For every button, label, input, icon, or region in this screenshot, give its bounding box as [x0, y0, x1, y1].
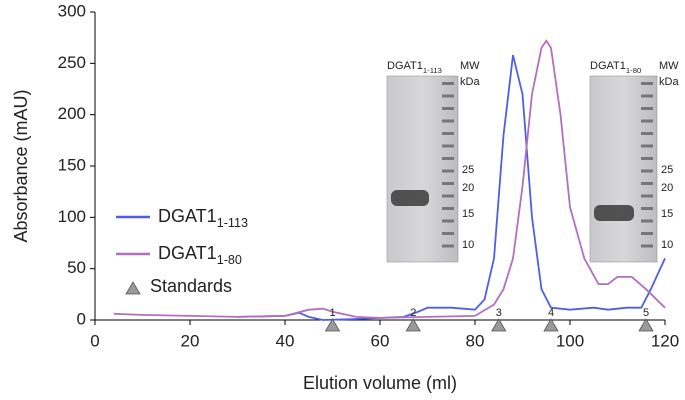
- marker-label: 15: [661, 208, 673, 220]
- legend-label-base: DGAT1: [158, 243, 217, 263]
- x-tick-label: 40: [276, 331, 295, 350]
- inset-title-base: DGAT1: [387, 60, 423, 72]
- ladder-band: [641, 119, 653, 123]
- marker-label: 20: [661, 182, 673, 194]
- standard-label: 4: [548, 307, 554, 319]
- standard-marker: [405, 318, 421, 332]
- standard-marker: [491, 318, 507, 332]
- ladder-band: [442, 119, 454, 123]
- standard-label: 2: [410, 307, 416, 319]
- y-tick-label: 50: [67, 258, 86, 277]
- x-tick-label: 120: [651, 331, 679, 350]
- x-tick-label: 100: [556, 331, 584, 350]
- ladder-band: [641, 194, 653, 198]
- marker-label: 20: [462, 182, 474, 194]
- ladder-band: [442, 232, 454, 235]
- ladder-band: [641, 82, 653, 85]
- inset-unit: kDa: [460, 76, 480, 88]
- marker-label: 25: [661, 164, 673, 176]
- x-tick-label: 20: [181, 331, 200, 350]
- standard-marker: [543, 318, 559, 332]
- ladder-band: [442, 219, 454, 223]
- ladder-band: [442, 82, 454, 85]
- standard-label: 5: [643, 307, 649, 319]
- ladder-band: [641, 157, 653, 160]
- ladder-band: [442, 207, 454, 210]
- ladder-band: [641, 169, 653, 173]
- legend-label-base: DGAT1: [158, 206, 217, 226]
- protein-band: [391, 190, 429, 206]
- y-tick-label: 200: [58, 104, 86, 123]
- legend-marker: [125, 281, 141, 295]
- series-line: [237, 54, 666, 321]
- x-tick-label: 0: [90, 331, 99, 350]
- x-tick-label: 60: [371, 331, 390, 350]
- x-axis-label: Elution volume (ml): [303, 373, 457, 393]
- ladder-band: [442, 244, 454, 248]
- ladder-band: [641, 232, 653, 235]
- ladder-band: [641, 182, 653, 185]
- series-line: [113, 39, 666, 319]
- ladder-band: [641, 219, 653, 223]
- legend-label: DGAT11-80: [158, 243, 242, 268]
- protein-band: [594, 205, 634, 221]
- ladder-band: [641, 144, 653, 148]
- legend-label-sub: 1-113: [217, 216, 248, 230]
- marker-label: 10: [462, 239, 474, 251]
- legend-label: DGAT11-113: [158, 206, 248, 231]
- inset-title: DGAT11-80: [590, 60, 641, 75]
- ladder-band: [442, 182, 454, 185]
- inset-mw: MW: [659, 60, 679, 72]
- ladder-band: [442, 169, 454, 173]
- inset-mw: MW: [460, 60, 480, 72]
- inset-title-base: DGAT1: [590, 60, 626, 72]
- ladder-band: [641, 94, 653, 98]
- y-tick-label: 300: [58, 1, 86, 20]
- ladder-band: [641, 132, 653, 135]
- ladder-band: [641, 107, 653, 110]
- inset-title: DGAT11-113: [387, 60, 442, 75]
- standard-marker: [638, 318, 654, 332]
- x-tick-label: 80: [466, 331, 485, 350]
- y-tick-label: 250: [58, 53, 86, 72]
- legend-label: Standards: [150, 276, 232, 296]
- inset-title-sub: 1-113: [423, 66, 442, 75]
- marker-label: 15: [462, 208, 474, 220]
- ladder-band: [442, 107, 454, 110]
- inset-title-sub: 1-80: [626, 66, 641, 75]
- ladder-band: [442, 144, 454, 148]
- y-tick-label: 100: [58, 207, 86, 226]
- y-tick-label: 150: [58, 155, 86, 174]
- standard-label: 3: [496, 307, 502, 319]
- ladder-band: [442, 94, 454, 98]
- inset-unit: kDa: [659, 76, 679, 88]
- y-axis-label: Absorbance (mAU): [11, 89, 31, 242]
- ladder-band: [442, 157, 454, 160]
- ladder-band: [641, 244, 653, 248]
- legend-label-sub: 1-80: [217, 253, 242, 267]
- ladder-band: [442, 132, 454, 135]
- standard-label: 1: [329, 307, 335, 319]
- marker-label: 10: [661, 239, 673, 251]
- y-tick-label: 0: [77, 309, 86, 328]
- marker-label: 25: [462, 164, 474, 176]
- standard-marker: [324, 318, 341, 332]
- ladder-band: [442, 194, 454, 198]
- ladder-band: [641, 207, 653, 210]
